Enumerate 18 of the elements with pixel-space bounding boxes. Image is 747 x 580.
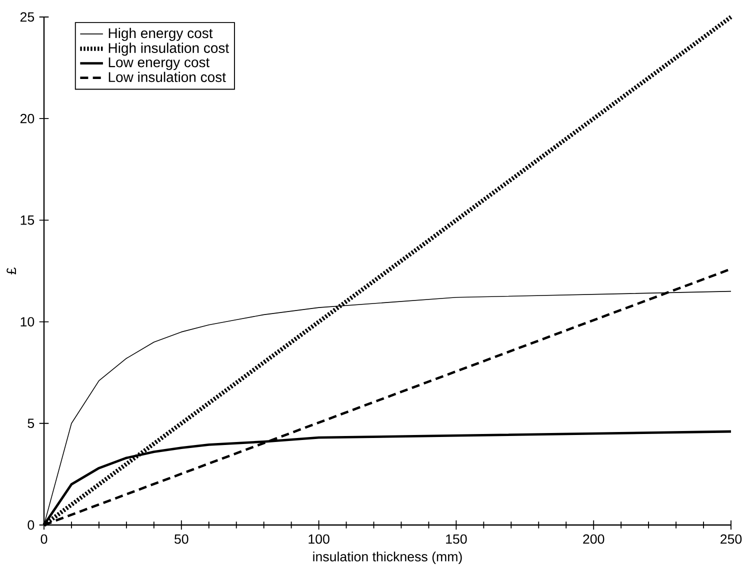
- y-tick-label: 15: [20, 216, 34, 225]
- y-axis-title: £: [6, 268, 16, 274]
- x-tick-label: 150: [446, 534, 467, 544]
- x-axis-title: insulation thickness (mm): [313, 552, 462, 564]
- legend-label: High energy cost: [108, 28, 213, 41]
- x-tick-label: 50: [174, 534, 188, 544]
- x-tick-label: 250: [720, 534, 742, 544]
- y-tick-label: 10: [20, 317, 34, 326]
- y-tick-label: 20: [20, 114, 34, 124]
- legend-label: High insulation cost: [108, 42, 229, 56]
- x-tick-label: 0: [40, 534, 48, 544]
- x-tick-label: 100: [308, 534, 330, 544]
- legend-label: Low insulation cost: [108, 72, 226, 82]
- y-tick-label: 25: [20, 12, 34, 22]
- legend-label: Low energy cost: [108, 58, 210, 70]
- x-tick-label: 200: [583, 534, 604, 544]
- y-tick-label: 5: [28, 418, 34, 428]
- y-tick-label: 0: [28, 520, 34, 530]
